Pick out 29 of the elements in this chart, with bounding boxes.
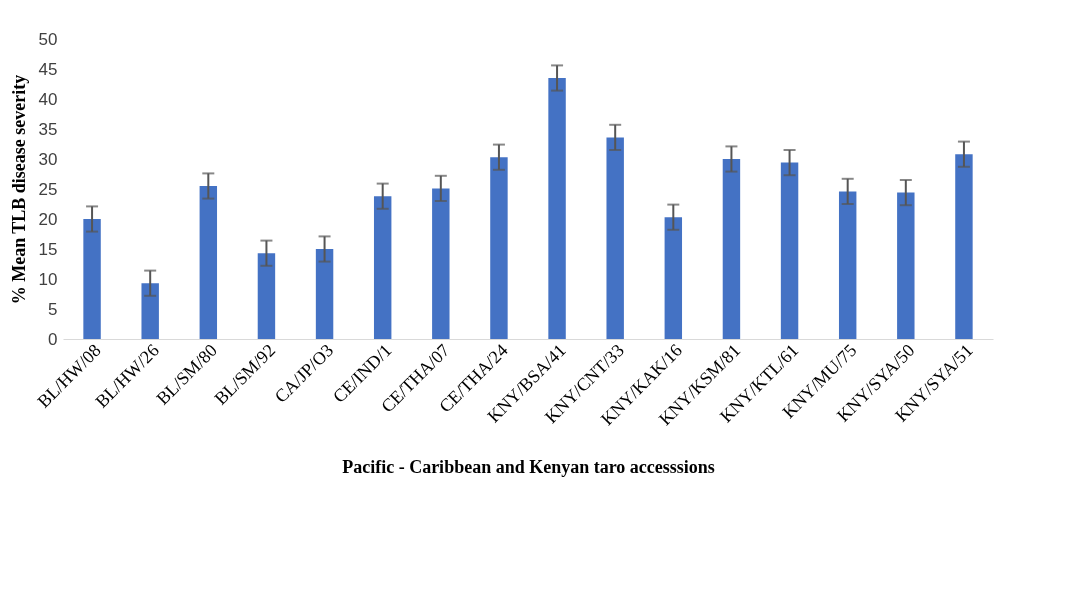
x-axis-title: Pacific - Caribbean and Kenyan taro accesssions xyxy=(342,457,715,478)
y-tick-label: 50 xyxy=(38,29,58,49)
bar xyxy=(141,283,159,339)
bar xyxy=(490,157,508,339)
bar xyxy=(373,196,392,339)
y-tick-label: 25 xyxy=(38,179,58,199)
y-tick-label: 10 xyxy=(38,269,58,289)
bar xyxy=(897,192,915,339)
bar xyxy=(955,154,973,339)
bar xyxy=(780,162,799,339)
bar xyxy=(432,188,450,339)
bar xyxy=(257,253,276,339)
bar xyxy=(83,219,101,339)
y-tick-label: 0 xyxy=(48,329,58,349)
y-tick-label: 40 xyxy=(38,89,58,109)
bar xyxy=(548,78,566,339)
bar xyxy=(664,217,683,339)
y-axis-title: % Mean TLB disease severity xyxy=(8,74,29,305)
bar xyxy=(315,249,334,339)
y-tick-label: 15 xyxy=(38,239,58,259)
y-tick-label: 5 xyxy=(48,299,58,319)
bar xyxy=(722,159,741,339)
y-tick-label: 35 xyxy=(38,119,58,139)
bar xyxy=(606,137,624,339)
y-tick-label: 45 xyxy=(38,59,58,79)
bar xyxy=(199,186,218,339)
y-tick-label: 20 xyxy=(38,209,58,229)
y-tick-label: 30 xyxy=(38,149,58,169)
bar xyxy=(838,191,857,339)
